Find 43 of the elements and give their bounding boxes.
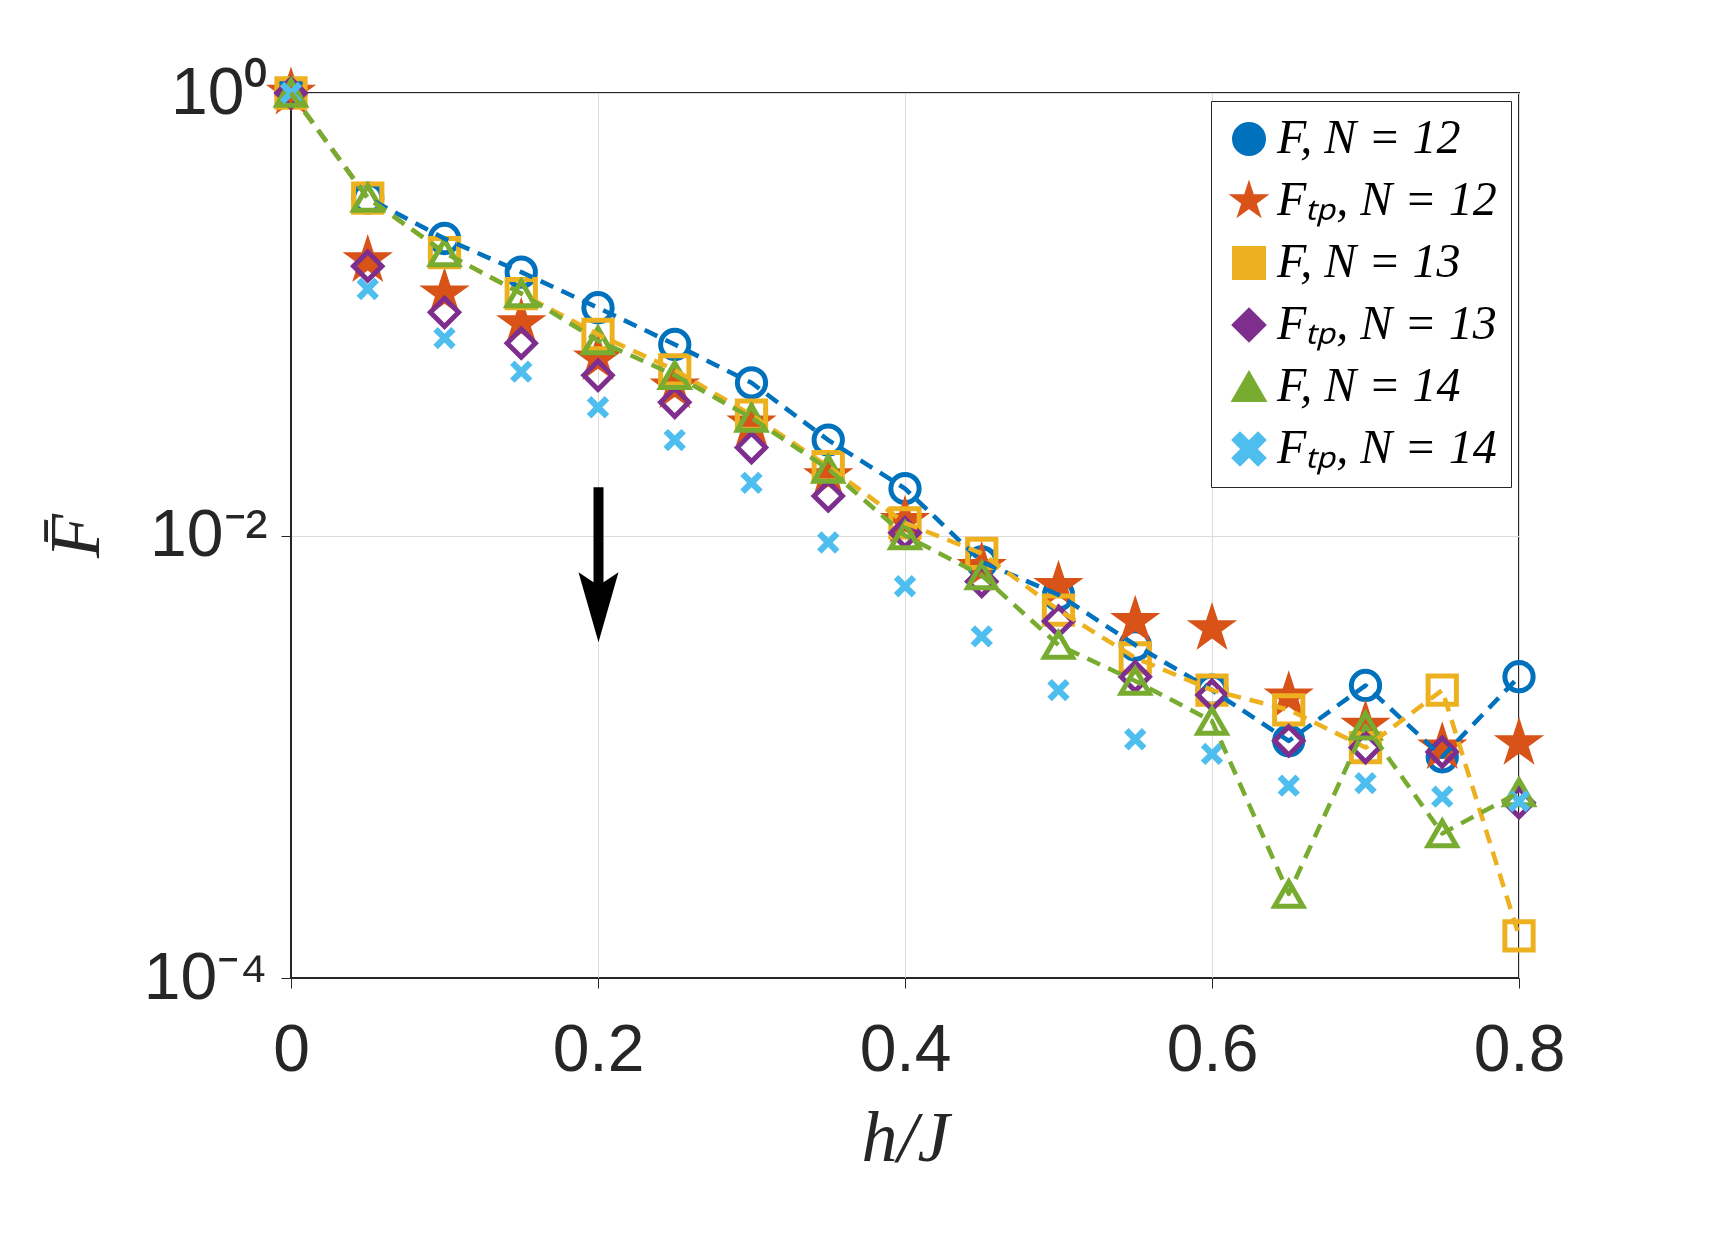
point	[1502, 660, 1536, 694]
x-tick-label: 0.4	[859, 1010, 952, 1085]
x-axis-title: h/J	[861, 1096, 953, 1177]
point	[734, 430, 769, 465]
point	[433, 326, 456, 350]
point	[740, 471, 763, 495]
point	[1124, 728, 1147, 751]
point	[586, 396, 610, 419]
point	[1354, 771, 1377, 795]
point	[1277, 774, 1300, 797]
point	[663, 428, 686, 452]
legend-label: Fₜₚ, N = 13	[1276, 296, 1497, 351]
point	[504, 326, 538, 360]
point	[970, 625, 993, 648]
point	[1502, 919, 1536, 953]
point	[510, 360, 533, 383]
point	[734, 366, 769, 400]
legend-label: F, N = 12	[1276, 110, 1461, 163]
point	[811, 479, 845, 513]
x-tick-label: 0.2	[552, 1010, 645, 1085]
point	[1423, 816, 1461, 849]
x-tick-label: 0	[273, 1010, 310, 1085]
point	[1348, 668, 1383, 703]
x-tick-label: 0.6	[1166, 1010, 1259, 1085]
legend-label: Fₜₚ, N = 14	[1276, 420, 1497, 475]
y-axis-title: F̄	[34, 512, 115, 559]
y-tick-label: 10⁻⁴	[143, 938, 268, 1013]
y-tick-label: 10⁰	[171, 53, 268, 128]
legend-label: Fₜₚ, N = 12	[1276, 172, 1497, 227]
point	[427, 295, 462, 329]
point	[1425, 673, 1459, 707]
y-tick-label: 10⁻²	[150, 496, 268, 570]
point	[1047, 678, 1070, 702]
x-tick-label: 0.8	[1473, 1010, 1566, 1085]
point	[888, 471, 922, 506]
point	[893, 575, 917, 598]
point	[817, 531, 840, 554]
point	[1200, 742, 1224, 766]
point	[356, 277, 379, 301]
point	[1500, 775, 1538, 808]
legend-label: F, N = 13	[1276, 234, 1461, 287]
legend-label: F, N = 14	[1276, 358, 1461, 411]
point	[1431, 785, 1454, 808]
